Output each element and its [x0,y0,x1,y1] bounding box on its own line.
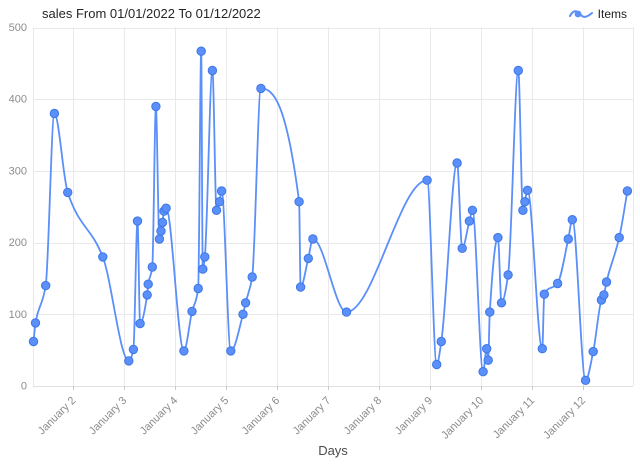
data-point[interactable] [522,185,533,196]
data-point[interactable] [187,306,197,317]
x-axis-tick-label: January 7 [291,395,334,438]
data-point[interactable] [135,318,145,329]
data-point[interactable] [240,298,251,308]
data-point[interactable] [452,158,462,168]
data-point[interactable] [567,215,577,225]
data-point[interactable] [493,232,503,243]
data-point[interactable] [179,346,189,356]
data-point[interactable] [196,46,206,56]
data-point[interactable] [216,186,227,196]
data-point[interactable] [132,216,143,226]
data-point[interactable] [143,279,153,289]
data-point[interactable] [226,346,236,356]
data-point[interactable] [214,197,225,207]
y-axis-tick-label: 200 [9,237,27,249]
data-point[interactable] [482,344,492,354]
data-point[interactable] [211,205,222,216]
x-axis-tick-label: January 5 [189,395,232,438]
y-axis-tick-label: 100 [9,309,27,321]
data-point[interactable] [247,272,257,282]
y-axis-tick-label: 500 [9,22,27,34]
x-axis-tick-label: January 2 [36,395,79,438]
chart-title: sales From 01/01/2022 To 01/12/2022 [42,6,261,21]
data-point[interactable] [588,346,598,357]
data-point[interactable] [520,197,530,207]
x-axis-tick-label: January 3 [87,395,130,438]
data-point[interactable] [207,65,218,76]
x-axis-title: Days [318,443,348,458]
data-point[interactable] [30,318,41,328]
x-axis-tick-label: January 11 [491,395,537,441]
data-point[interactable] [124,356,134,366]
data-point[interactable] [614,232,624,243]
data-point[interactable] [238,309,248,319]
data-point[interactable] [537,344,547,354]
data-point[interactable] [157,217,168,228]
data-point[interactable] [580,375,591,385]
data-point[interactable] [147,262,158,272]
series-line [32,50,629,382]
data-point[interactable] [422,175,432,185]
data-point[interactable] [464,216,475,226]
y-axis-tick-label: 0 [21,381,27,393]
data-point[interactable] [503,270,513,280]
data-point[interactable] [483,355,493,365]
data-point[interactable] [28,336,39,347]
data-point[interactable] [513,65,523,76]
data-point[interactable] [161,203,171,213]
data-point[interactable] [49,108,60,119]
data-point[interactable] [151,101,161,112]
data-point[interactable] [294,197,304,207]
line-series-icon [568,8,593,21]
data-point[interactable] [128,344,139,355]
data-point[interactable] [485,307,495,317]
data-point[interactable] [193,283,203,294]
x-axis-tick-label: January 6 [240,395,283,438]
legend-item-items[interactable]: Items [568,7,627,21]
data-point[interactable] [518,205,528,216]
data-point[interactable] [539,289,549,299]
data-point[interactable] [622,186,633,196]
data-point[interactable] [308,234,318,244]
data-point[interactable] [552,278,563,289]
data-point[interactable] [154,234,165,244]
data-point[interactable] [341,307,352,317]
y-axis-tick-label: 300 [9,165,27,177]
x-axis-tick-label: January 9 [393,395,436,438]
data-point[interactable] [98,252,108,262]
x-axis-tick-label: January 8 [342,395,385,438]
data-point[interactable] [256,83,266,94]
data-point[interactable] [467,205,478,216]
data-point[interactable] [436,336,446,347]
x-axis-tick-label: January 10 [439,395,486,442]
data-point[interactable] [563,234,573,244]
data-point[interactable] [303,253,313,264]
data-point[interactable] [198,264,208,274]
y-axis-tick-label: 400 [9,94,27,106]
data-point[interactable] [457,243,467,254]
legend-label: Items [597,7,627,21]
data-point[interactable] [41,280,51,291]
data-point[interactable] [432,359,442,370]
x-axis-tick-label: January 12 [541,395,588,442]
data-point[interactable] [62,187,73,198]
data-point[interactable] [601,277,612,287]
data-point[interactable] [295,282,306,292]
data-point[interactable] [142,290,152,300]
data-point[interactable] [156,226,166,236]
data-point[interactable] [478,367,488,377]
data-point[interactable] [599,290,609,300]
data-point[interactable] [200,252,210,262]
data-point[interactable] [496,298,507,308]
x-axis-tick-label: January 4 [138,395,181,438]
